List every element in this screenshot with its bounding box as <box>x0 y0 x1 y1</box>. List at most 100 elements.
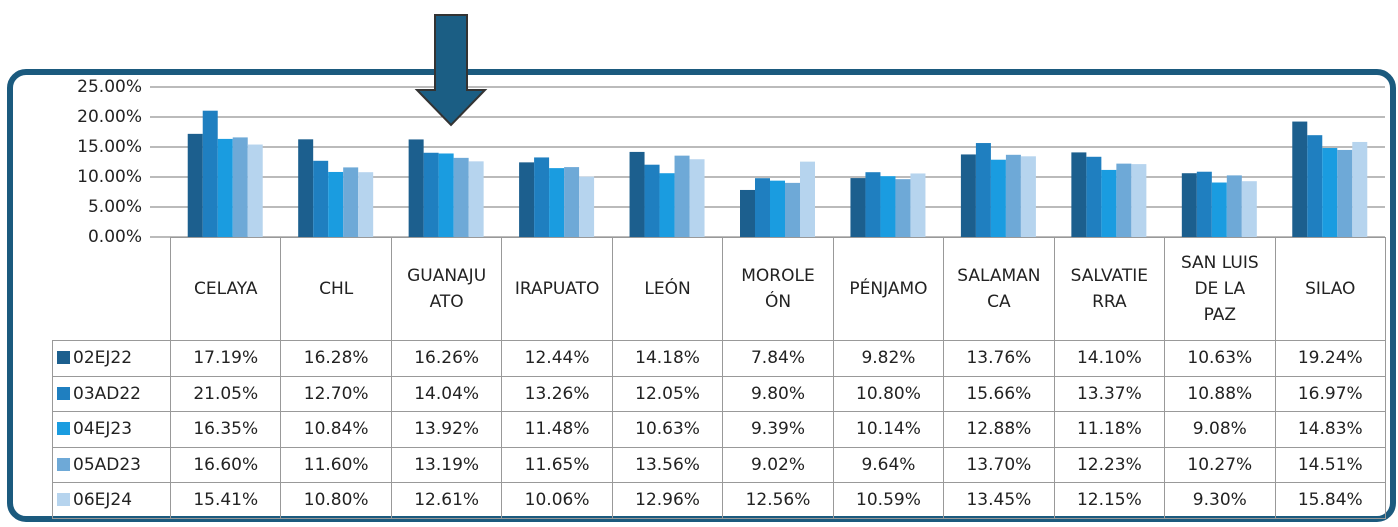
data-label: 10.14% <box>832 411 945 448</box>
legend-label: 06EJ24 <box>73 490 133 511</box>
data-label: 13.70% <box>943 446 1055 483</box>
bar <box>910 173 926 237</box>
data-label: 10.80% <box>832 375 945 412</box>
bar <box>850 178 866 237</box>
bar <box>1020 156 1036 237</box>
bar <box>1337 149 1353 237</box>
data-label: 10.63% <box>611 411 724 448</box>
data-label: 16.35% <box>169 411 282 448</box>
data-label: 16.97% <box>1274 375 1386 412</box>
bar <box>1005 154 1021 237</box>
data-label: 13.56% <box>611 446 724 483</box>
data-label: 15.84% <box>1274 482 1386 519</box>
data-label: 16.26% <box>390 340 503 377</box>
bar <box>1181 173 1197 237</box>
bar <box>755 178 770 237</box>
bar <box>1226 175 1242 237</box>
x-tick-label: SALVATIERRA <box>1053 237 1166 341</box>
bar <box>534 157 550 237</box>
data-label: 17.19% <box>169 340 282 377</box>
legend-label: 03AD22 <box>73 383 141 404</box>
data-label: 11.48% <box>501 411 613 448</box>
data-label: 15.41% <box>169 482 282 519</box>
legend-label: 05AD23 <box>73 454 141 475</box>
bar <box>453 157 469 237</box>
bar <box>674 155 690 237</box>
data-label: 10.06% <box>501 482 613 519</box>
data-label: 13.76% <box>943 340 1055 377</box>
legend-entry: 04EJ23 <box>52 411 171 448</box>
data-label: 16.28% <box>280 340 392 377</box>
bar <box>1086 156 1102 237</box>
bar <box>1352 141 1368 237</box>
corner <box>52 237 171 341</box>
y-tick-label: 10.00% <box>77 167 142 187</box>
x-tick-label: SAN LUIS DE LA PAZ <box>1164 237 1276 341</box>
x-tick-label: LEÓN <box>611 237 724 341</box>
data-label: 11.18% <box>1053 411 1166 448</box>
data-label: 9.30% <box>1164 482 1276 519</box>
bar <box>990 159 1006 237</box>
data-table: CELAYA CHL GUANAJUATO IRAPUATO LEÓN MOROLEÓN P… <box>52 237 1386 519</box>
legend-key <box>57 422 70 436</box>
bar <box>629 151 645 237</box>
bar <box>1101 169 1117 237</box>
data-label: 10.59% <box>832 482 945 519</box>
bar <box>247 144 263 237</box>
bar <box>408 139 424 237</box>
y-tick-label: 15.00% <box>77 137 142 157</box>
data-label: 12.61% <box>390 482 503 519</box>
bar <box>960 154 976 237</box>
legend-key <box>57 386 70 400</box>
data-label: 12.88% <box>943 411 1055 448</box>
bar <box>865 172 881 237</box>
table-row: 05AD23 16.60% 11.60% 13.19% 11.65% 13.56% 9.02… <box>52 446 1386 483</box>
bar <box>358 172 374 237</box>
bar <box>880 176 896 237</box>
bar <box>1292 121 1308 237</box>
data-label: 19.24% <box>1274 340 1386 377</box>
bar <box>298 139 314 237</box>
bar <box>895 179 911 237</box>
data-label: 14.83% <box>1274 411 1386 448</box>
data-label: 21.05% <box>169 375 282 412</box>
bar <box>187 133 203 237</box>
data-label: 13.37% <box>1053 375 1166 412</box>
data-label: 13.45% <box>943 482 1055 519</box>
table-row: 06EJ24 15.41% 10.80% 12.61% 10.06% 12.96% 12.5… <box>52 482 1386 519</box>
legend-label: 04EJ23 <box>73 419 133 440</box>
table-row: 02EJ22 17.19% 16.28% 16.26% 12.44% 14.18% 7.84… <box>52 340 1386 377</box>
data-label: 11.60% <box>280 446 392 483</box>
bar <box>689 159 705 237</box>
x-tick-label: MOROLEÓN <box>722 237 834 341</box>
bar <box>328 171 344 237</box>
data-label: 15.66% <box>943 375 1055 412</box>
data-label: 12.15% <box>1053 482 1166 519</box>
legend-key <box>57 457 70 471</box>
data-label: 7.84% <box>722 340 834 377</box>
legend-entry: 06EJ24 <box>52 482 171 519</box>
bar <box>579 176 595 237</box>
bar <box>770 180 785 237</box>
data-label: 11.65% <box>501 446 613 483</box>
data-label: 9.08% <box>1164 411 1276 448</box>
data-label: 14.04% <box>390 375 503 412</box>
bar <box>438 153 454 237</box>
legend-entry: 03AD22 <box>52 375 171 412</box>
bar <box>1116 163 1132 237</box>
data-label: 9.80% <box>722 375 834 412</box>
data-label: 9.64% <box>832 446 945 483</box>
x-tick-label: CELAYA <box>169 237 282 341</box>
bar <box>423 152 439 237</box>
data-label: 9.39% <box>722 411 834 448</box>
bar <box>1211 182 1227 237</box>
data-label: 10.88% <box>1164 375 1276 412</box>
bar <box>800 161 815 237</box>
x-tick-label: PÉNJAMO <box>832 237 945 341</box>
bar <box>1241 181 1257 237</box>
frame <box>7 69 1396 522</box>
data-label: 9.82% <box>832 340 945 377</box>
data-label: 9.02% <box>722 446 834 483</box>
arrow <box>414 14 488 127</box>
